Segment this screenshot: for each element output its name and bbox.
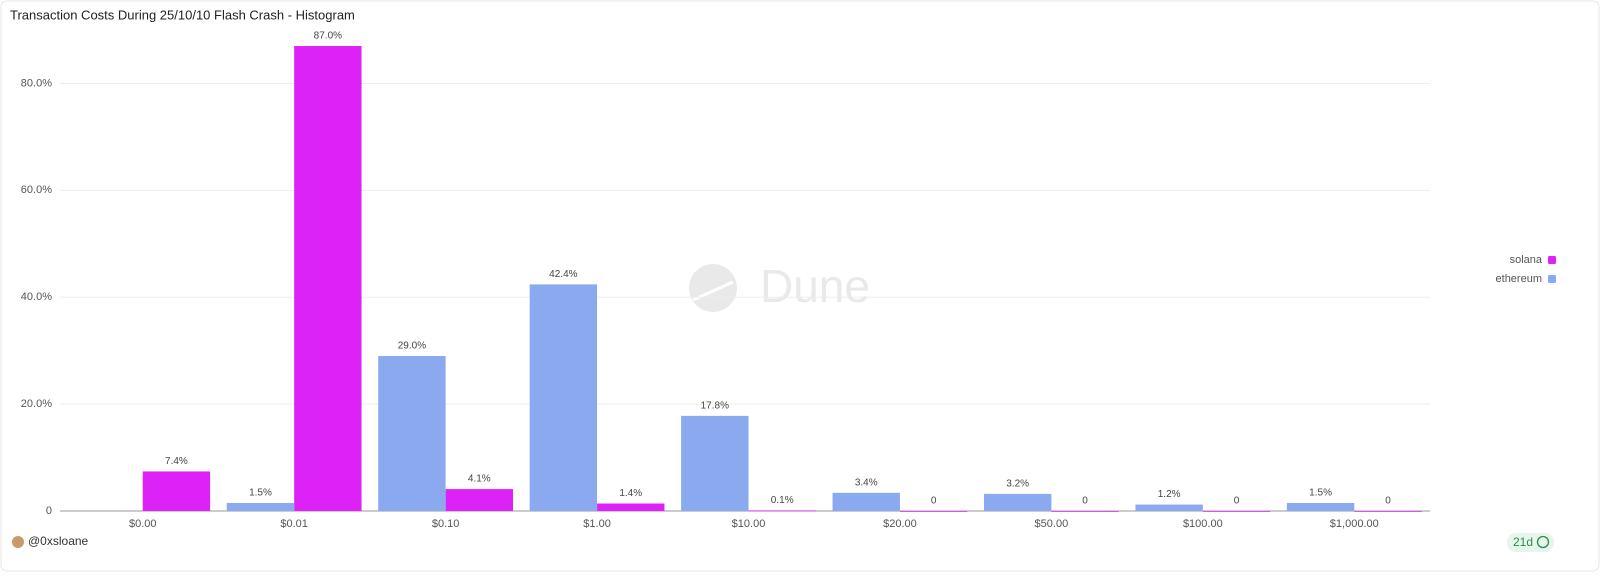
x-tick-label: $20.00 <box>883 518 917 530</box>
age-icon <box>1536 535 1550 549</box>
value-label: 1.5% <box>1309 488 1332 499</box>
bar <box>1135 504 1203 511</box>
value-label: 0.1% <box>771 495 794 506</box>
x-tick-label: $0.10 <box>432 518 460 530</box>
legend-swatch <box>1548 275 1556 283</box>
value-label: 7.4% <box>165 456 188 467</box>
bar <box>378 356 446 511</box>
y-tick-label: 0 <box>46 505 52 517</box>
x-tick-label: $0.00 <box>129 518 157 530</box>
x-tick-label: $0.01 <box>280 518 308 530</box>
bar <box>294 46 362 512</box>
value-label: 29.0% <box>398 341 426 352</box>
watermark-logo <box>689 264 737 312</box>
value-label: 42.4% <box>549 269 577 280</box>
value-label: 1.4% <box>619 488 642 499</box>
legend-swatch <box>1548 256 1556 264</box>
legend-label: ethereum <box>1496 273 1542 285</box>
value-label: 0 <box>931 496 937 507</box>
x-tick-label: $1,000.00 <box>1330 518 1379 530</box>
x-tick-label: $100.00 <box>1183 518 1223 530</box>
bar <box>832 492 900 511</box>
bar <box>748 510 816 512</box>
value-label: 0 <box>1234 496 1240 507</box>
bar <box>142 471 211 511</box>
age: 21d <box>1513 535 1533 549</box>
author[interactable]: @0xsloane <box>28 534 89 548</box>
value-label: 87.0% <box>314 31 342 42</box>
bar <box>1354 511 1422 512</box>
y-tick-label: 20.0% <box>21 398 52 410</box>
chart-title: Transaction Costs During 25/10/10 Flash … <box>10 7 355 22</box>
value-label: 1.5% <box>249 488 272 499</box>
bar <box>226 502 295 511</box>
value-label: 4.1% <box>468 474 491 485</box>
bar <box>1286 502 1355 511</box>
watermark-group: Dune <box>689 260 870 312</box>
y-tick-label: 80.0% <box>21 77 52 89</box>
value-label: 3.2% <box>1006 479 1029 490</box>
x-tick-label: $10.00 <box>732 518 766 530</box>
value-label: 1.2% <box>1158 489 1181 500</box>
value-label: 17.8% <box>701 401 729 412</box>
bar <box>445 489 514 511</box>
value-label: 3.4% <box>855 477 878 488</box>
value-label: 0 <box>1385 496 1391 507</box>
y-tick-label: 40.0% <box>21 291 52 303</box>
bar <box>681 415 749 511</box>
author-avatar <box>12 536 24 548</box>
y-tick-label: 60.0% <box>21 184 52 196</box>
bar <box>529 284 598 511</box>
bar <box>899 511 968 512</box>
bar <box>1051 511 1119 512</box>
x-tick-label: $50.00 <box>1035 518 1069 530</box>
bar <box>1202 511 1271 512</box>
x-tick-label: $1.00 <box>583 518 611 530</box>
bar <box>983 493 1052 511</box>
value-label: 0 <box>1082 496 1088 507</box>
watermark: Dune <box>760 260 870 312</box>
bar <box>597 503 665 511</box>
legend-label: solana <box>1510 254 1543 266</box>
